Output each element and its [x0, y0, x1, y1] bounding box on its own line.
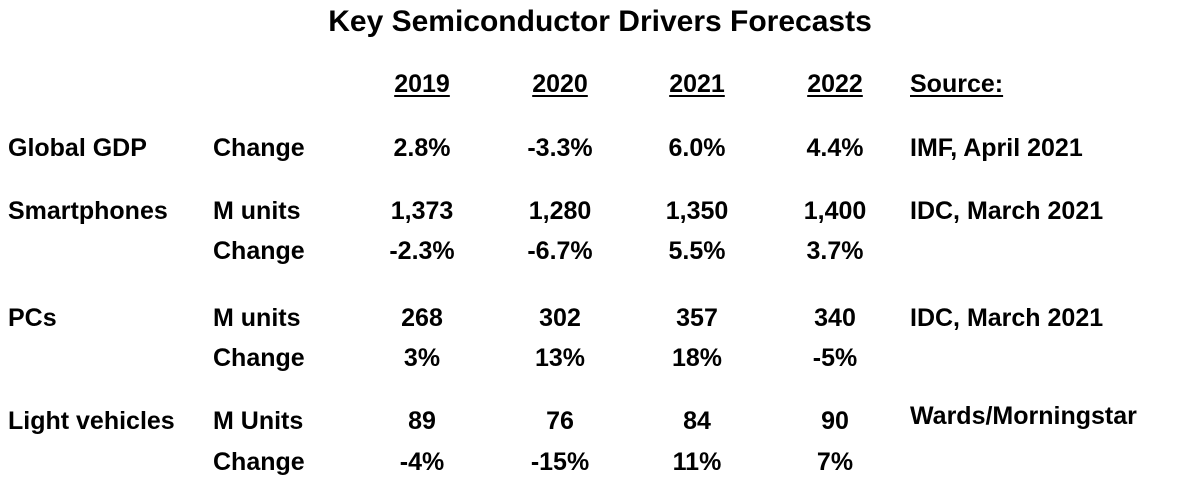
- year-header-2019: 2019: [394, 70, 450, 98]
- row-label: PCs: [8, 304, 57, 332]
- row-source: Wards/Morningstar: [910, 402, 1137, 430]
- value-2021: 5.5%: [668, 237, 726, 265]
- row-metric: M units: [213, 197, 301, 225]
- value-2020: -15%: [530, 448, 590, 476]
- row-metric: Change: [213, 344, 305, 372]
- row-label: Global GDP: [8, 134, 147, 162]
- row-source: IDC, March 2021: [910, 197, 1104, 225]
- year-header-2022: 2022: [807, 70, 863, 98]
- value-2022: 1,400: [803, 197, 867, 225]
- value-2020: 13%: [534, 344, 586, 372]
- value-2022: 90: [821, 407, 849, 435]
- value-2020: 302: [539, 304, 581, 332]
- value-2021: 1,350: [665, 197, 729, 225]
- value-2021: 18%: [671, 344, 723, 372]
- value-2022: 3.7%: [806, 237, 864, 265]
- value-2020: 76: [546, 407, 574, 435]
- row-source: IDC, March 2021: [910, 304, 1104, 332]
- row-metric: M Units: [213, 407, 304, 435]
- value-2021: 11%: [672, 448, 722, 476]
- value-2022: 7%: [816, 448, 854, 476]
- value-2022: -5%: [812, 344, 858, 372]
- value-2022: 4.4%: [806, 134, 864, 162]
- row-label: Light vehicles: [8, 407, 175, 435]
- row-metric: Change: [213, 448, 305, 476]
- value-2020: -3.3%: [527, 134, 593, 162]
- value-2022: 340: [814, 304, 856, 332]
- value-2020: 1,280: [528, 197, 592, 225]
- value-2019: 3%: [403, 344, 441, 372]
- table-title: Key Semiconductor Drivers Forecasts: [328, 5, 872, 38]
- value-2019: 89: [408, 407, 436, 435]
- row-label: Smartphones: [8, 197, 168, 225]
- year-header-2021: 2021: [669, 70, 725, 98]
- value-2019: -4%: [399, 448, 445, 476]
- value-2020: -6.7%: [527, 237, 593, 265]
- row-source: IMF, April 2021: [910, 134, 1083, 162]
- row-metric: Change: [213, 134, 305, 162]
- value-2021: 84: [683, 407, 711, 435]
- row-metric: M units: [213, 304, 301, 332]
- value-2019: 2.8%: [393, 134, 451, 162]
- row-metric: Change: [213, 237, 305, 265]
- source-header: Source:: [910, 70, 1004, 98]
- year-header-2020: 2020: [532, 70, 588, 98]
- value-2019: -2.3%: [389, 237, 455, 265]
- value-2021: 357: [676, 304, 718, 332]
- value-2019: 1,373: [390, 197, 454, 225]
- value-2021: 6.0%: [668, 134, 726, 162]
- value-2019: 268: [401, 304, 443, 332]
